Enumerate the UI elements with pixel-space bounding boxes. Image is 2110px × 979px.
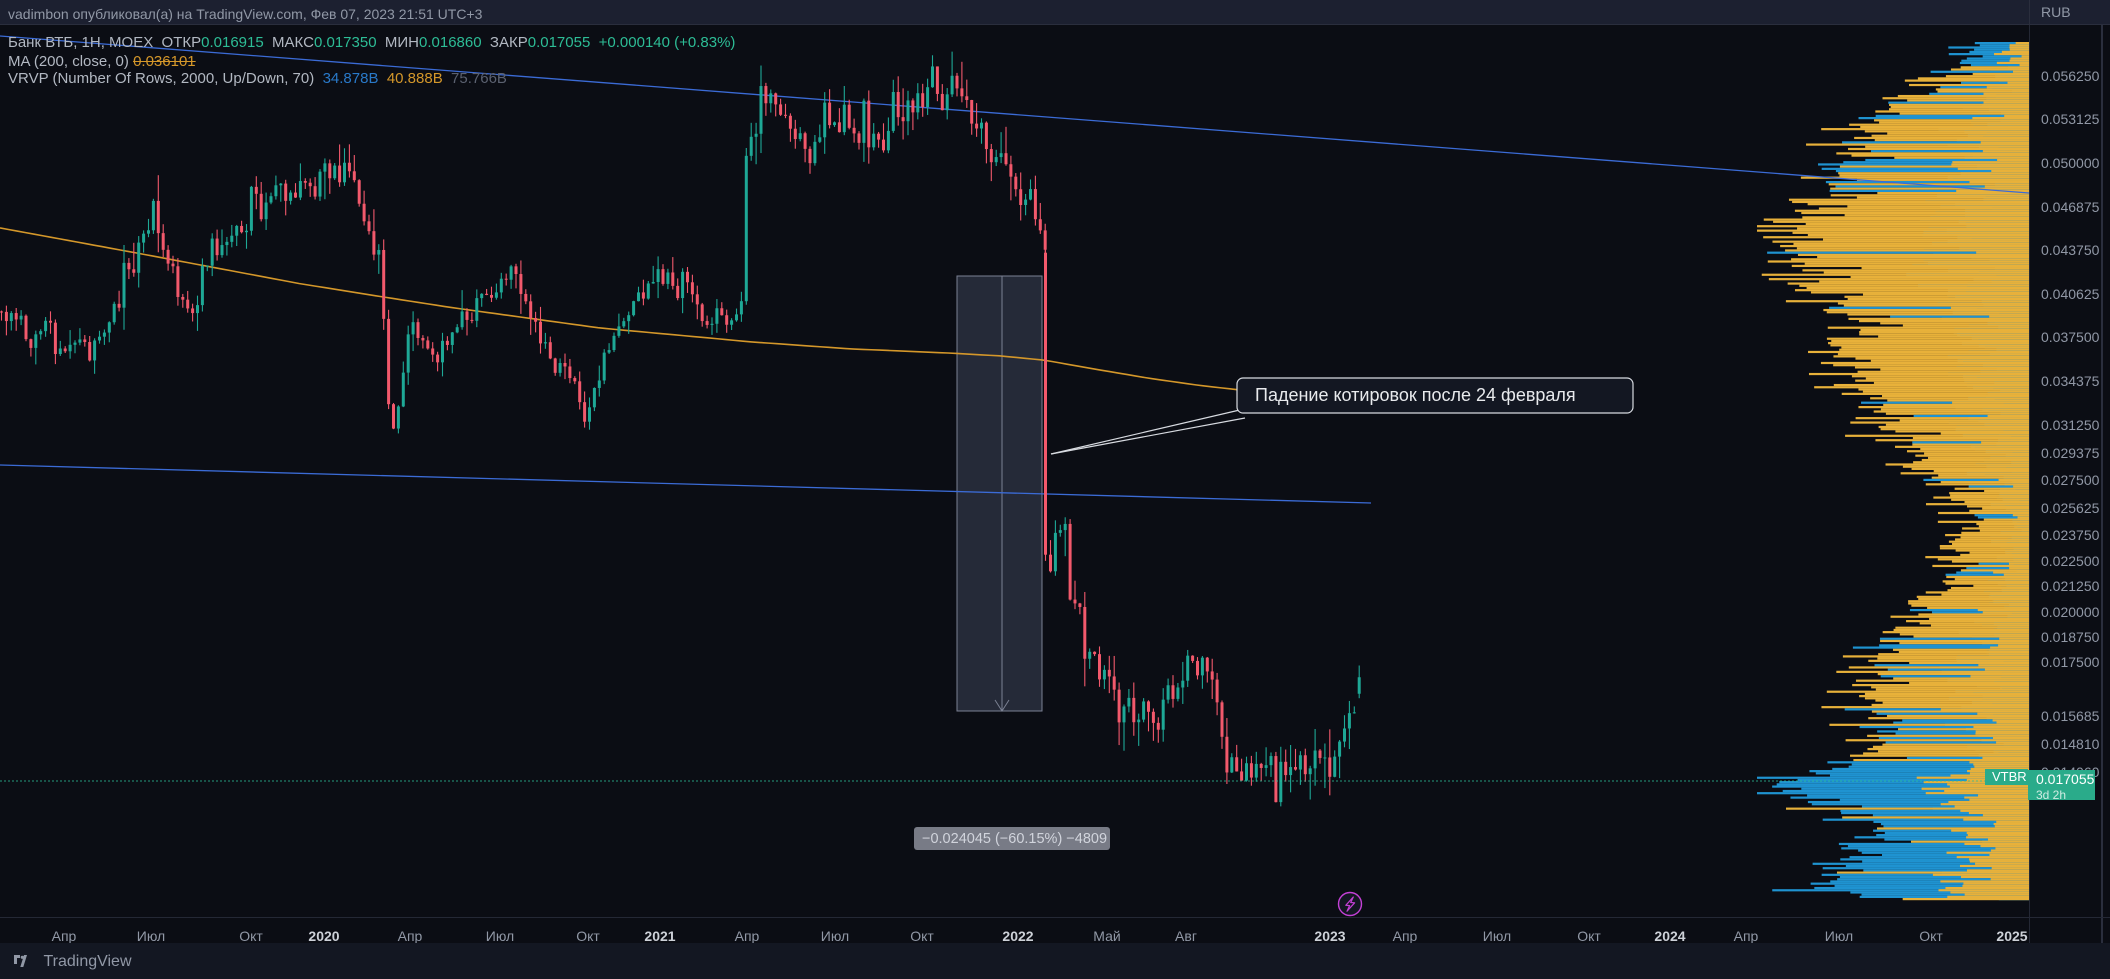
svg-text:Падение котировок после 24 фев: Падение котировок после 24 февраля (1255, 385, 1576, 405)
svg-text:−0.024045 (−60.15%) −4809: −0.024045 (−60.15%) −4809 (922, 831, 1107, 847)
